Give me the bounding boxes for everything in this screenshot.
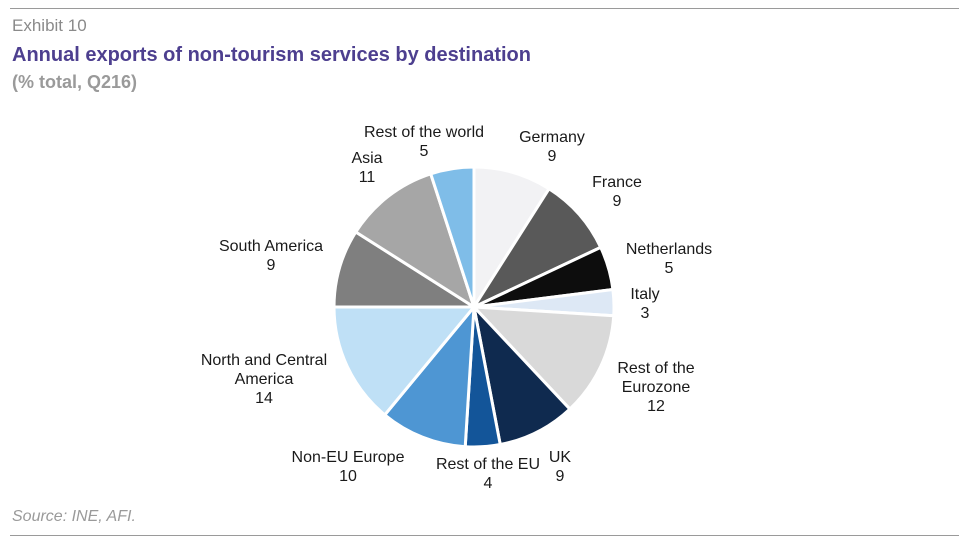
slice-germany [472, 165, 551, 309]
source-note: Source: INE, AFI. [12, 508, 136, 525]
slice-label-rest-of-the-eu: Rest of the EU 4 [436, 456, 540, 492]
slice-value: 14 [255, 390, 273, 407]
slice-name: Eurozone [622, 379, 691, 396]
slice-value: 9 [613, 193, 622, 210]
slice-name: North and Central [201, 352, 327, 369]
slice-value: 3 [641, 305, 650, 322]
slice-value: 11 [359, 169, 376, 186]
slice-value: 9 [556, 468, 565, 485]
slice-value: 5 [420, 143, 429, 160]
slice-name: Germany [519, 129, 585, 146]
slice-value: 9 [548, 148, 557, 165]
chart-title: Annual exports of non-tourism services b… [12, 44, 531, 66]
slice-value: 5 [665, 260, 674, 277]
slice-name: Rest of the world [364, 124, 484, 141]
slice-label-non-eu-europe: Non-EU Europe 10 [292, 449, 405, 485]
slice-south-america [332, 230, 476, 309]
exhibit-label: Exhibit 10 [12, 16, 87, 35]
slice-value: 9 [267, 257, 276, 274]
slice-label-rest-of-the-world: Rest of the world 5 [364, 124, 484, 160]
pie-slices [332, 165, 616, 449]
slice-name: Rest of the [617, 360, 694, 377]
slice-label-north-and-central-america: North and Central America 14 [201, 352, 327, 407]
slice-name: America [235, 371, 294, 388]
slice-label-asia: Asia 11 [351, 150, 382, 186]
slice-label-south-america: South America 9 [219, 238, 323, 274]
chart-subtitle: (% total, Q216) [12, 72, 138, 92]
slice-label-france: France 9 [592, 174, 642, 210]
slice-label-rest-of-the-eurozone: Rest of the Eurozone 12 [617, 360, 694, 415]
slice-asia [354, 172, 476, 309]
slice-name: France [592, 174, 642, 191]
slice-france [472, 187, 603, 309]
slice-name: Non-EU Europe [292, 449, 405, 466]
slice-label-italy: Italy 3 [630, 286, 659, 322]
slice-name: Netherlands [626, 241, 712, 258]
pie-labels: Germany 9 France 9 Netherlands 5 Italy 3 Rest of… [201, 124, 712, 492]
slice-non-eu-europe [383, 305, 476, 449]
slice-name: Italy [630, 286, 659, 303]
slice-name: Asia [351, 150, 382, 167]
slice-name: South America [219, 238, 323, 255]
slice-uk [472, 305, 572, 447]
slice-rest-of-the-world [429, 165, 476, 309]
slice-label-netherlands: Netherlands 5 [626, 241, 712, 277]
slice-value: 12 [647, 398, 665, 415]
slice-value: 4 [484, 475, 493, 492]
slice-value: 10 [339, 468, 357, 485]
slice-name: Rest of the EU [436, 456, 540, 473]
top-rule [10, 8, 959, 9]
slice-north-and-central-america [332, 305, 476, 417]
slice-label-germany: Germany 9 [519, 129, 585, 165]
slice-rest-of-the-eurozone [472, 305, 616, 411]
slice-label-uk: UK 9 [549, 449, 572, 485]
bottom-rule [10, 535, 959, 536]
slice-name: UK [549, 449, 572, 466]
